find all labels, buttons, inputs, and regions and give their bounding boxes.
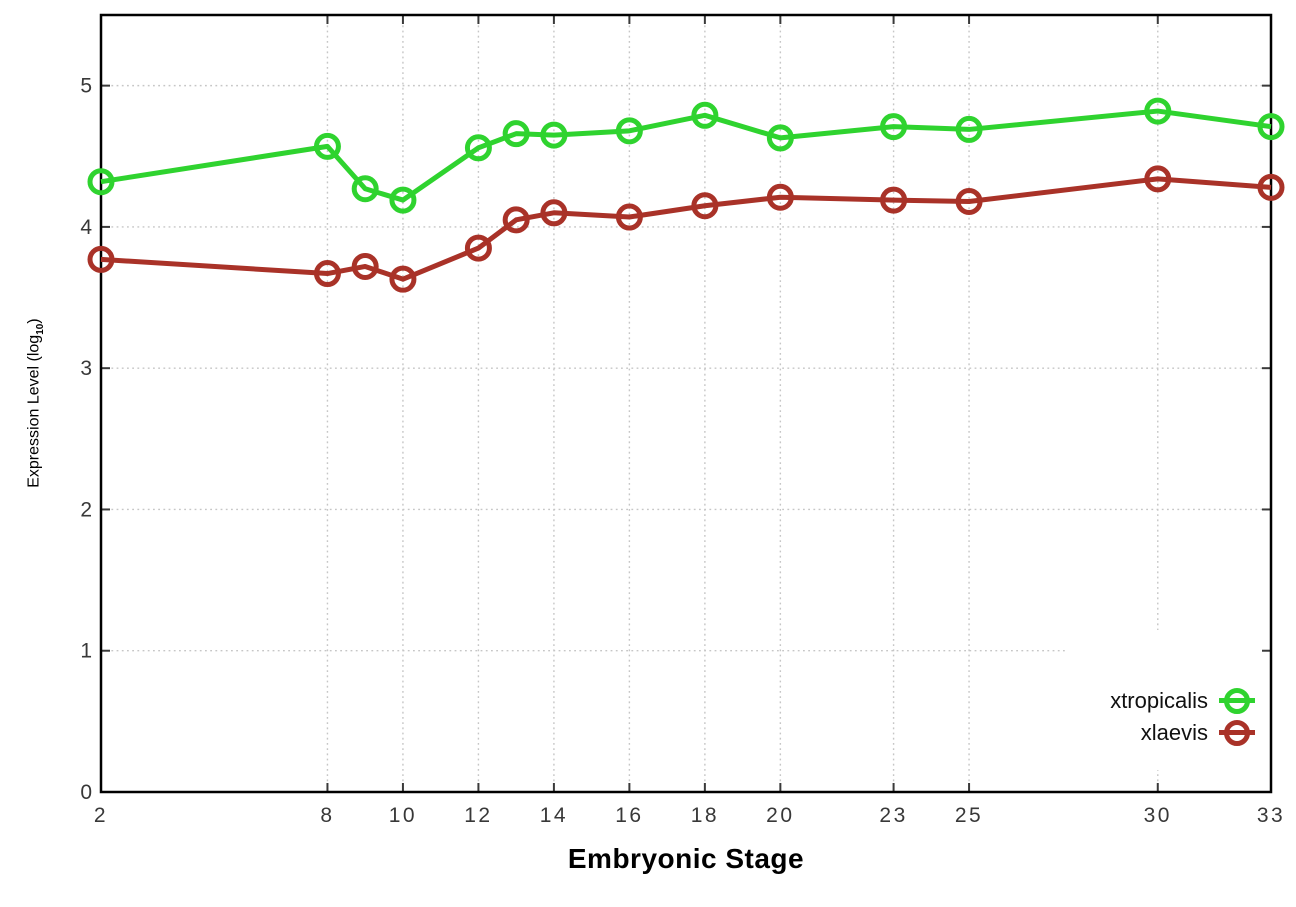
data-point-xlaevis-stage-10 xyxy=(389,265,417,293)
y-tick-label-5: 5 xyxy=(80,75,92,98)
x-tick-label-14: 14 xyxy=(540,804,568,827)
data-point-xtropicalis-stage-25 xyxy=(955,115,983,143)
x-tick-label-25: 25 xyxy=(955,804,983,827)
data-point-xtropicalis-stage-12 xyxy=(464,134,492,162)
y-axis-title-close-paren: ) xyxy=(25,318,43,324)
y-axis-title-text: Expression Level (log xyxy=(25,334,43,488)
data-point-xlaevis-stage-23 xyxy=(880,186,908,214)
data-point-xlaevis-stage-30 xyxy=(1144,165,1172,193)
data-point-xtropicalis-stage-2 xyxy=(87,168,115,196)
data-point-xtropicalis-stage-18 xyxy=(691,101,719,129)
series-line-xlaevis xyxy=(100,176,1272,282)
data-point-xtropicalis-stage-10 xyxy=(389,186,417,214)
data-point-xlaevis-stage-16 xyxy=(615,203,643,231)
legend-entry-xlaevis: xlaevis xyxy=(1141,716,1255,750)
legend-circle-marker-icon xyxy=(1224,720,1250,746)
data-point-xlaevis-stage-25 xyxy=(955,187,983,215)
x-tick-label-23: 23 xyxy=(879,804,907,827)
y-tick-label-1: 1 xyxy=(80,640,92,663)
x-tick-label-2: 2 xyxy=(94,804,108,827)
data-point-xtropicalis-stage-16 xyxy=(615,117,643,145)
legend-marker-xlaevis xyxy=(1219,719,1255,747)
data-point-xtropicalis-stage-33 xyxy=(1257,113,1285,141)
y-tick-label-2: 2 xyxy=(80,498,92,521)
legend-entry-xtropicalis: xtropicalis xyxy=(1110,684,1255,718)
data-point-xlaevis-stage-2 xyxy=(87,245,115,273)
data-point-xtropicalis-stage-9 xyxy=(351,175,379,203)
data-point-xlaevis-stage-12 xyxy=(464,234,492,262)
legend-circle-marker-icon xyxy=(1224,688,1250,714)
data-point-xtropicalis-stage-8 xyxy=(313,132,341,160)
plot-border xyxy=(99,13,1273,794)
y-tick-label-4: 4 xyxy=(80,216,92,239)
data-point-xlaevis-stage-14 xyxy=(540,199,568,227)
y-axis-title: Expression Level (log10) xyxy=(26,318,46,487)
data-point-xtropicalis-stage-23 xyxy=(880,113,908,141)
x-tick-label-18: 18 xyxy=(691,804,719,827)
x-tick-label-8: 8 xyxy=(320,804,334,827)
x-tick-label-10: 10 xyxy=(389,804,417,827)
data-point-xtropicalis-stage-13 xyxy=(502,120,530,148)
data-point-xlaevis-stage-8 xyxy=(313,260,341,288)
y-tick-label-0: 0 xyxy=(80,781,92,804)
y-axis-title-wrap: Expression Level (log10) xyxy=(8,150,64,656)
data-point-xtropicalis-stage-20 xyxy=(766,124,794,152)
y-axis-title-subscript: 10 xyxy=(35,323,47,335)
data-point-xlaevis-stage-33 xyxy=(1257,173,1285,201)
x-tick-label-30: 30 xyxy=(1144,804,1172,827)
data-point-xtropicalis-stage-30 xyxy=(1144,97,1172,125)
x-tick-label-20: 20 xyxy=(766,804,794,827)
x-tick-label-16: 16 xyxy=(615,804,643,827)
y-tick-label-3: 3 xyxy=(80,357,92,380)
data-point-xlaevis-stage-20 xyxy=(766,183,794,211)
data-point-xlaevis-stage-9 xyxy=(351,252,379,280)
legend-label-xtropicalis: xtropicalis xyxy=(1110,688,1208,713)
x-tick-label-12: 12 xyxy=(464,804,492,827)
data-point-xlaevis-stage-18 xyxy=(691,192,719,220)
data-point-xtropicalis-stage-14 xyxy=(540,121,568,149)
legend-marker-xtropicalis xyxy=(1219,687,1255,715)
data-point-xlaevis-stage-13 xyxy=(502,206,530,234)
x-axis-title: Embryonic Stage xyxy=(567,843,805,874)
x-tick-label-33: 33 xyxy=(1257,804,1285,827)
legend-label-xlaevis: xlaevis xyxy=(1140,720,1208,745)
